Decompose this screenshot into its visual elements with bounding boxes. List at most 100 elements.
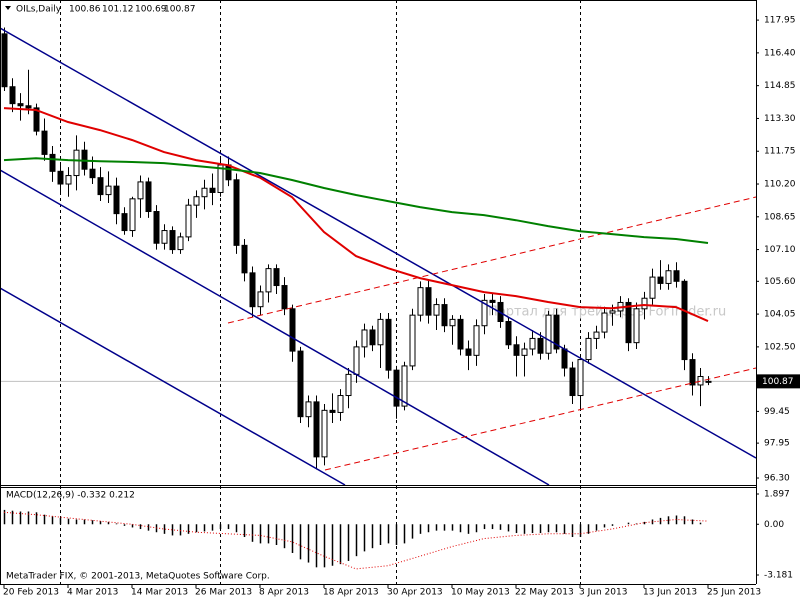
candle-body [121,213,128,232]
y-tick-label: 107.10 [764,245,796,255]
y-tick-label: 117.95 [764,16,796,26]
x-tick-label: 14 Mar 2013 [131,588,188,598]
candle-body [185,204,192,238]
candle-body [585,337,592,361]
x-tick-label: 26 Mar 2013 [195,588,252,598]
candle-body [593,331,600,339]
candle-body [521,348,528,356]
x-tick-label: 4 Mar 2013 [67,588,118,598]
candle-body [633,308,640,344]
candle-body [1,33,8,88]
x-tick-label: 30 Apr 2013 [387,588,443,598]
header-low: 100.69 [135,5,167,15]
candle-body [673,270,680,282]
y-tick-label: 110.20 [764,180,796,190]
candle-body [393,369,400,407]
y-tick-label: 111.75 [764,147,796,157]
candle-body [281,285,288,310]
x-tick-label: 8 Apr 2013 [259,588,309,598]
y-tick-label: 113.30 [764,114,796,124]
candle-body [561,348,568,369]
trend-objects [0,27,757,486]
period-separators [60,0,581,584]
header-high: 101.12 [102,5,134,15]
y-tick-label: 114.85 [764,81,796,91]
candle-body [249,272,256,308]
candle-body [449,318,456,327]
macd-title: MACD(12,26,9) -0.332 0.212 [6,491,135,501]
candle-body [57,170,64,185]
candle-body [273,268,280,287]
y-tick-label: 108.65 [764,212,796,222]
channel-line [0,27,757,459]
header-open: 100.86 [69,5,101,15]
candle-body [609,310,616,314]
candle-body [25,105,32,109]
candle-body [345,373,352,397]
copyright: MetaTrader FIX, © 2001-2013, MetaQuotes … [6,572,270,582]
candle-body [601,312,608,333]
x-tick-label: 10 May 2013 [451,588,510,598]
candle-body [297,350,304,418]
candle-body [377,318,384,346]
macd-y-tick-label: -3.181 [764,571,793,581]
candle-body [225,164,232,181]
candle-body [385,318,392,371]
candle-body [457,318,464,350]
price-marker [757,374,800,389]
x-tick-label: 3 Jun 2013 [579,588,627,598]
candles [0,27,756,470]
candle-body [17,103,24,107]
candle-body [705,380,712,383]
y-tick-label: 116.40 [764,48,796,58]
candle-body [433,304,440,316]
candle-body [97,177,104,196]
candle-body [113,185,120,215]
candle-body [665,270,672,284]
candle-body [161,230,168,244]
candle-body [417,287,424,316]
y-tick-label: 97.95 [764,439,790,449]
macd-y-tick-label: 1.897 [764,490,790,500]
x-tick-label: 20 Feb 2013 [3,588,59,598]
candle-body [209,187,216,193]
candle-body [329,409,336,413]
candle-body [105,185,112,196]
price-marker-label: 100.87 [762,377,794,387]
header-close: 100.87 [164,5,196,15]
candle-body [129,198,136,232]
candle-body [473,325,480,356]
candle-body [425,287,432,316]
candle-body [513,344,520,356]
candle-body [649,276,656,299]
candle-body [361,329,368,348]
header-arrow [5,6,11,10]
moving-average [3,157,709,244]
candle-body [233,179,240,246]
candle-body [313,401,320,458]
candle-body [689,359,696,386]
candle-body [353,346,360,375]
candle-body [537,337,544,354]
macd-y-tick-label: 0.00 [764,520,784,530]
y-tick-label: 104.05 [764,310,796,320]
candle-body [409,314,416,367]
candle-body [337,395,344,413]
dashed-trend-line [324,367,757,471]
candle-body [489,299,496,303]
candle-body [153,211,160,244]
candle-body [169,230,176,251]
channel-line [0,287,346,486]
candle-body [201,187,208,198]
y-tick-label: 102.50 [764,342,796,352]
candle-body [321,409,328,458]
candle-body [265,268,272,293]
candle-body [545,314,552,354]
candle-body [257,291,264,308]
moving-average [3,107,709,323]
candle-body [441,304,448,327]
candle-body [41,130,48,155]
candle-body [33,107,40,132]
